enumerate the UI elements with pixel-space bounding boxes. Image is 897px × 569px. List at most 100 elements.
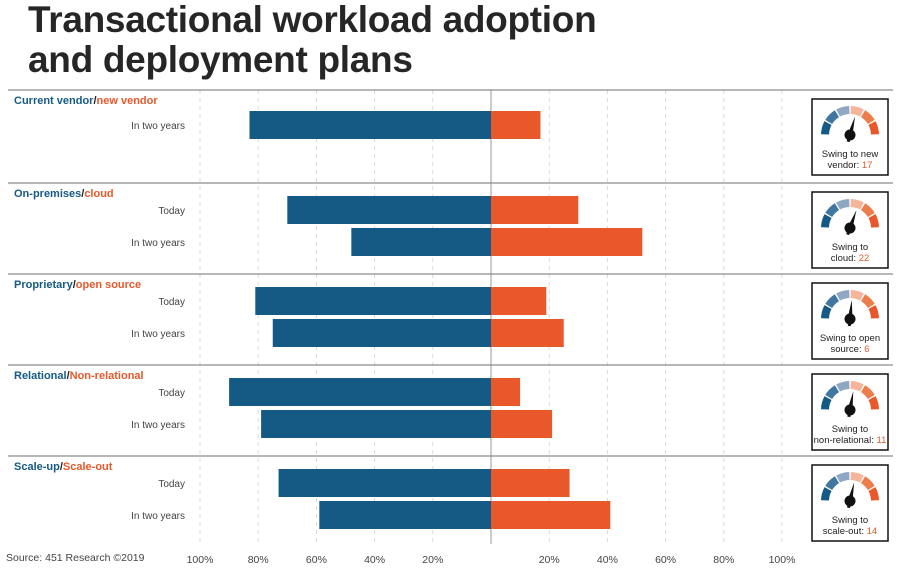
gauge-label-line: non-relational: 11 — [814, 435, 887, 446]
chart-title: Transactional workload adoption and deplo… — [28, 0, 597, 80]
header-right-term: open source — [76, 279, 141, 291]
bar-left — [272, 319, 491, 347]
gauge-segment — [860, 110, 875, 125]
chart-title-line-1: Transactional workload adoption — [28, 0, 597, 40]
gauge-segment — [860, 203, 875, 218]
chart-title-line-2: and deployment plans — [28, 39, 413, 80]
x-tick-label: 20% — [422, 554, 443, 566]
x-tick-label: 80% — [248, 554, 269, 566]
header-separator: / — [73, 279, 76, 291]
header-left-term: Proprietary — [14, 279, 74, 291]
x-tick-label: 20% — [539, 554, 560, 566]
gauge-segment — [850, 199, 864, 210]
group-header: On-premises/cloud — [14, 188, 114, 200]
gauge-segment — [825, 203, 840, 218]
group-header: Relational/Non-relational — [14, 370, 144, 382]
gauge-segment — [868, 305, 879, 319]
row-label: In two years — [131, 511, 185, 522]
gauge-segment — [821, 305, 832, 319]
gauge-value: 22 — [859, 253, 870, 264]
gauge-segment — [850, 472, 864, 483]
x-tick-label: 40% — [597, 554, 618, 566]
gauge-needle-tail — [847, 318, 852, 327]
bar-left — [255, 287, 491, 315]
header-separator: / — [81, 188, 84, 200]
header-left-term: On-premises — [14, 188, 81, 200]
bar-right — [491, 319, 564, 347]
row-label: Today — [158, 206, 185, 217]
gauge-segment — [868, 396, 879, 410]
header-left-term: Scale-up — [14, 461, 60, 473]
bar-left — [287, 196, 491, 224]
gauge-label-line: Swing to open — [820, 333, 880, 344]
gauge-segment — [850, 381, 864, 392]
gauge-segment — [821, 121, 832, 135]
gauge-segment — [825, 385, 840, 400]
gauge-segment — [836, 472, 850, 483]
bar-right — [491, 501, 611, 529]
group-header: Current vendor/new vendor — [14, 95, 158, 107]
row-label: In two years — [131, 329, 185, 340]
x-tick-label: 60% — [655, 554, 676, 566]
gauge-needle-tail — [847, 500, 852, 509]
x-tick-label: 80% — [713, 554, 734, 566]
gauge-segment — [868, 487, 879, 501]
gauge-label-line: Swing to — [832, 242, 868, 253]
gauge-segment — [825, 110, 840, 125]
gauge-segment — [850, 290, 864, 301]
gauge-label-line: scale-out: 14 — [823, 526, 877, 537]
gauge-label-line: source: 6 — [830, 344, 869, 355]
header-separator: / — [67, 370, 70, 382]
gauge-needle-tail — [846, 227, 852, 236]
bar-right — [491, 469, 570, 497]
group-2: Proprietary/open source Today In two years — [14, 279, 564, 347]
bar-left — [278, 469, 491, 497]
row-label: In two years — [131, 238, 185, 249]
group-4: Scale-up/Scale-out Today In two years — [14, 461, 611, 529]
row-label: In two years — [131, 121, 185, 132]
x-tick-label: 100% — [769, 554, 796, 566]
row-label: Today — [158, 479, 185, 490]
row-label: Today — [158, 388, 185, 399]
header-left-term: Current vendor — [14, 95, 94, 107]
gauge-segment — [836, 199, 850, 210]
header-right-term: cloud — [84, 188, 113, 200]
gauge-value: 11 — [876, 435, 886, 446]
x-tick-label: 40% — [364, 554, 385, 566]
gauge-segment — [825, 294, 840, 309]
gauge-label-text: non-relational: — [814, 435, 877, 446]
gauge-label-line: Swing to new — [822, 149, 879, 160]
row-label: Today — [158, 297, 185, 308]
gauge-label-text: scale-out: — [823, 526, 867, 537]
group-1: On-premises/cloud Today In two years — [14, 188, 643, 256]
group-header: Scale-up/Scale-out — [14, 461, 113, 473]
gauge-segment — [836, 381, 850, 392]
gauge-label-line: Swing to — [832, 515, 868, 526]
header-left-term: Relational — [14, 370, 67, 382]
bar-right — [491, 196, 579, 224]
gauge-label-text: source: — [830, 344, 864, 355]
group-0: Current vendor/new vendor In two years — [14, 95, 541, 139]
gauge-segment — [821, 214, 832, 228]
bar-left — [261, 410, 491, 438]
bar-right — [491, 378, 521, 406]
bar-left — [351, 228, 491, 256]
gauge-label-line: cloud: 22 — [831, 253, 870, 264]
x-tick-label: 100% — [187, 554, 214, 566]
gauge-segment — [868, 214, 879, 228]
bar-right — [491, 111, 541, 139]
gauge-value: 14 — [867, 526, 878, 537]
bar-left — [229, 378, 491, 406]
group-header: Proprietary/open source — [14, 279, 141, 291]
bar-left — [249, 111, 491, 139]
gauge-label-line: Swing to — [832, 424, 868, 435]
bar-left — [319, 501, 491, 529]
bar-right — [491, 287, 547, 315]
header-separator: / — [60, 461, 63, 473]
